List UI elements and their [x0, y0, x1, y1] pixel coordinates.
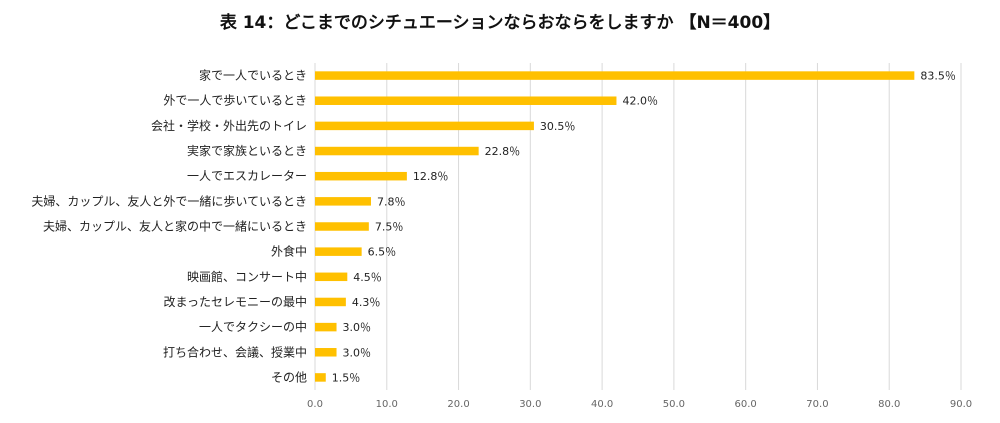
data-label: 3.0％: [343, 346, 372, 359]
x-tick-label: 90.0: [950, 399, 972, 410]
x-tick-label: 10.0: [376, 399, 398, 410]
category-label: 映画館、コンサート中: [187, 269, 307, 284]
data-label: 4.3％: [352, 296, 381, 309]
data-label: 22.8％: [485, 145, 521, 158]
bar: [315, 222, 369, 231]
x-tick-label: 70.0: [806, 399, 828, 410]
category-label: 一人でタクシーの中: [199, 319, 307, 334]
x-tick-label: 50.0: [663, 399, 685, 410]
chart-title: 表 14：どこまでのシチュエーションならおならをしますか 【N＝400】: [219, 13, 781, 33]
bar: [315, 171, 407, 181]
category-label: 打ち合わせ、会議、授業中: [163, 344, 307, 359]
data-label: 42.0％: [622, 95, 658, 108]
bar: [315, 272, 348, 282]
gridlines: [314, 63, 962, 390]
category-label: 改まったセレモニーの最中: [163, 294, 307, 309]
bar: [315, 297, 346, 307]
category-label: 外食中: [271, 244, 307, 259]
bar: [315, 96, 617, 105]
data-label: 7.8％: [377, 195, 406, 208]
x-tick-label: 0.0: [307, 399, 323, 410]
data-label: 83.5％: [920, 70, 956, 83]
category-label: 一人でエスカレーター: [187, 169, 307, 183]
x-tick-label: 80.0: [878, 399, 900, 410]
x-axis-ticks: 0.0 10.0 20.0 30.0 40.0 50.0 60.0 70.0 80.0 90.0: [307, 399, 972, 410]
bar: [315, 322, 337, 332]
bar: [315, 348, 337, 357]
data-label: 3.0％: [343, 321, 372, 334]
category-label: 家で一人でいるとき: [199, 68, 307, 83]
bar: [315, 121, 534, 131]
data-label: 30.5％: [540, 120, 576, 133]
category-label: 外で一人で歩いているとき: [163, 93, 307, 108]
category-label: 実家で家族といるとき: [187, 143, 307, 158]
value-labels: 83.5％ 42.0％ 30.5％ 22.8％ 12.8％ 7.8％ 7.5％ 6.5％ 4.5…: [332, 70, 956, 385]
data-label: 7.5％: [375, 221, 404, 234]
category-label: 夫婦、カップル、友人と外で一緒に歩いているとき: [31, 193, 307, 208]
x-tick-label: 60.0: [735, 399, 757, 410]
category-label: 会社・学校・外出先のトイレ: [151, 118, 307, 133]
data-label: 6.5％: [368, 246, 397, 259]
bar: [315, 373, 326, 382]
x-tick-label: 30.0: [519, 399, 541, 410]
x-tick-label: 20.0: [447, 399, 469, 410]
data-label: 4.5％: [353, 271, 382, 284]
data-label: 1.5％: [332, 371, 361, 384]
data-label: 12.8％: [413, 170, 449, 183]
bar: [315, 197, 371, 206]
x-tick-label: 40.0: [591, 399, 613, 410]
bar: [315, 71, 915, 80]
category-label: 夫婦、カップル、友人と家の中で一緒にいるとき: [43, 219, 307, 234]
category-label: その他: [271, 370, 307, 384]
category-labels: 家で一人でいるとき外で一人で歩いているとき会社・学校・外出先のトイレ実家で家族と…: [31, 68, 307, 385]
bar: [315, 146, 479, 156]
bars: [315, 71, 915, 382]
bar: [315, 247, 362, 256]
